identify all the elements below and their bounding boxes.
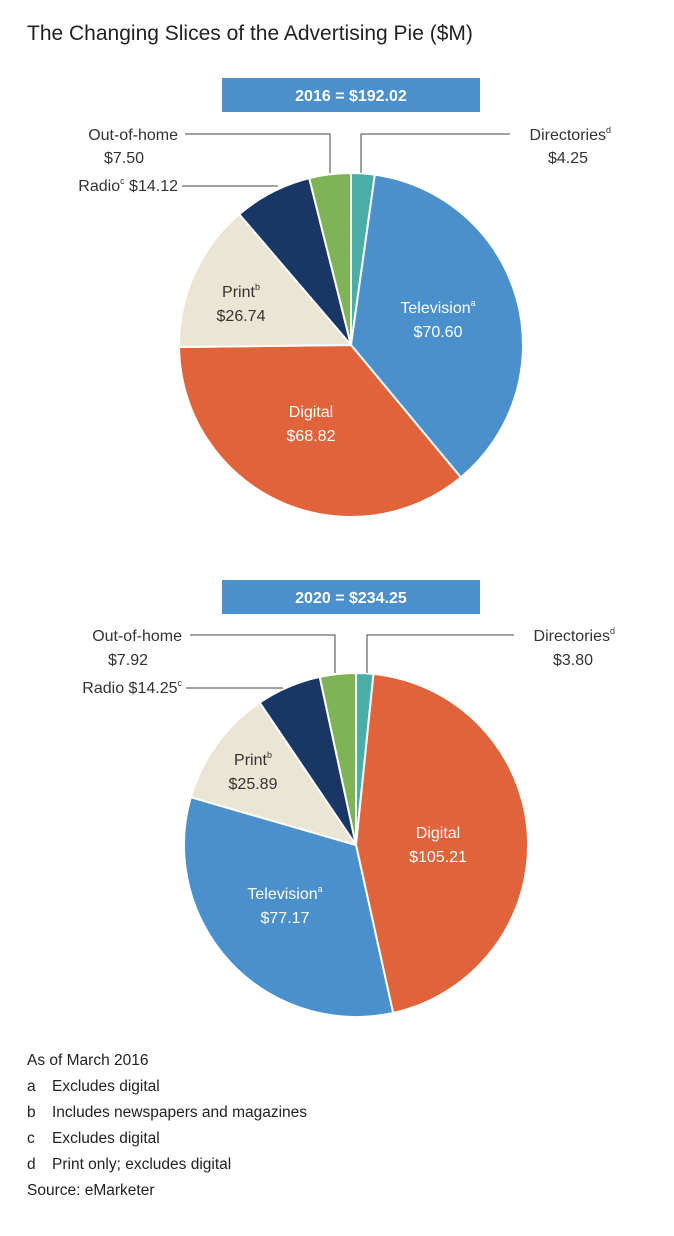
slice-label-directories: Directoriesd xyxy=(530,125,611,144)
slice-label-print: Printb xyxy=(234,750,272,769)
pie-charts: 2016 = $192.02 Directoriesd $4.25 Televisio… xyxy=(78,78,615,1018)
slice-label-out-of-home: Out-of-home xyxy=(92,628,182,645)
leader-line-directories xyxy=(366,634,514,673)
chart-title-text: 2016 = $192.02 xyxy=(295,88,407,105)
slice-label-digital: Digital xyxy=(289,404,333,421)
pie-slice-out-of-home xyxy=(308,172,352,346)
slice-label-out-of-home: Out-of-home xyxy=(88,127,178,144)
footnote-c: c Excludes digital xyxy=(27,1126,307,1152)
footnote-text: Includes newspapers and magazines xyxy=(52,1104,308,1121)
footnote-letter: d xyxy=(27,1156,36,1173)
slice-value-out-of-home: $7.50 xyxy=(104,150,144,167)
slice-label-print: Printb xyxy=(222,282,260,301)
footnote-letter: c xyxy=(27,1130,35,1147)
footnote-b: b Includes newspapers and magazines xyxy=(27,1100,307,1126)
pie-slice-television xyxy=(183,796,395,1018)
pie-slice-print xyxy=(178,213,352,348)
slice-value-television: $77.17 xyxy=(261,910,310,927)
slice-value-digital: $68.82 xyxy=(287,428,336,445)
footnotes: As of March 2016 a Excludes digital b In… xyxy=(27,1048,307,1204)
slice-value-out-of-home: $7.92 xyxy=(108,652,148,669)
chart-title-banner xyxy=(222,580,480,614)
leader-line-out-of-home xyxy=(185,133,331,173)
slice-label-television: Televisiona xyxy=(247,884,322,903)
leader-line-out-of-home xyxy=(190,634,336,673)
slice-value-print: $26.74 xyxy=(217,308,266,325)
footnote-letter: b xyxy=(27,1104,36,1121)
slice-label-radio: Radio $14.25c xyxy=(82,678,182,697)
chart-title-banner xyxy=(222,78,480,112)
slice-label-radio: Radioc $14.12 xyxy=(78,176,178,195)
slice-value-television: $70.60 xyxy=(414,324,463,341)
slice-value-directories: $4.25 xyxy=(548,150,588,167)
pie-chart-2: 2020 = $234.25 Directoriesd $3.80 Digital $1… xyxy=(82,580,615,1018)
footnote-text: Print only; excludes digital xyxy=(52,1156,232,1173)
chart-title-text: 2020 = $234.25 xyxy=(295,590,407,607)
pie-slice-out-of-home xyxy=(318,672,357,846)
leader-line-directories xyxy=(360,133,510,173)
slice-label-directories: Directoriesd xyxy=(534,626,615,645)
footnote-text: Excludes digital xyxy=(52,1130,160,1147)
footnote-a: a Excludes digital xyxy=(27,1074,307,1100)
slice-value-digital: $105.21 xyxy=(409,849,467,866)
pie-slice-digital xyxy=(178,344,462,519)
footnote-d: d Print only; excludes digital xyxy=(27,1152,307,1178)
chart-title: The Changing Slices of the Advertising P… xyxy=(27,22,473,45)
slice-value-directories: $3.80 xyxy=(553,652,593,669)
pie-slice-digital xyxy=(355,672,529,1014)
footnote-text: Excludes digital xyxy=(52,1078,160,1095)
slice-label-television: Televisiona xyxy=(400,298,475,317)
slice-label-digital: Digital xyxy=(416,825,460,842)
source-note: Source: eMarketer xyxy=(27,1182,155,1199)
pie-slice-print xyxy=(189,701,357,846)
pie-chart-1: 2016 = $192.02 Directoriesd $4.25 Televisio… xyxy=(78,78,611,519)
slice-value-print: $25.89 xyxy=(229,776,278,793)
as-of-note: As of March 2016 xyxy=(27,1052,149,1069)
footnote-letter: a xyxy=(27,1078,36,1095)
pie-slice-television xyxy=(350,173,525,479)
